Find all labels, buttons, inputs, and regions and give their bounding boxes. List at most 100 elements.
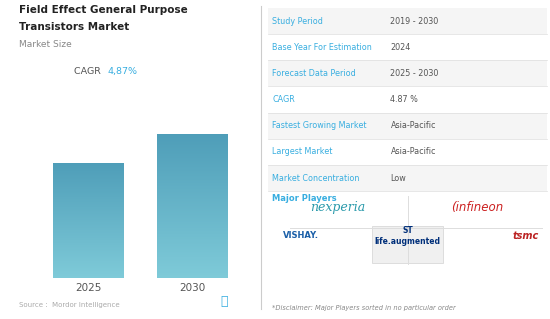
Bar (53, 205, 124, 206)
Bar (157, 191, 228, 192)
Bar (157, 165, 228, 166)
Bar (157, 175, 228, 176)
Bar (53, 195, 124, 196)
Bar (53, 236, 124, 237)
Bar (53, 261, 124, 262)
Bar (157, 189, 228, 190)
Bar (157, 135, 228, 136)
Bar (53, 164, 124, 165)
Bar (157, 248, 228, 249)
Bar (53, 249, 124, 250)
Bar (53, 258, 124, 259)
Text: 2025 - 2030: 2025 - 2030 (390, 69, 439, 78)
Bar (53, 220, 124, 221)
Text: Largest Market: Largest Market (272, 147, 333, 156)
Bar (157, 138, 228, 139)
Bar (157, 162, 228, 163)
Bar (53, 239, 124, 240)
Bar (53, 206, 124, 207)
Bar (53, 255, 124, 256)
Bar (53, 217, 124, 218)
Bar (157, 233, 228, 234)
Bar (53, 182, 124, 183)
Bar (157, 230, 228, 231)
Text: Market Concentration: Market Concentration (272, 174, 360, 182)
Bar (53, 188, 124, 189)
Bar (157, 200, 228, 201)
Bar (157, 158, 228, 159)
Bar (157, 167, 228, 168)
Bar (157, 222, 228, 223)
Bar (53, 244, 124, 245)
Bar (157, 261, 228, 262)
Bar (157, 134, 228, 135)
Bar (157, 166, 228, 167)
Bar (53, 190, 124, 191)
Bar (157, 168, 228, 169)
Bar (53, 256, 124, 257)
Bar (53, 277, 124, 278)
Bar (157, 204, 228, 205)
Bar (157, 231, 228, 232)
Bar (53, 165, 124, 166)
Text: Market Size: Market Size (19, 40, 72, 49)
Bar (157, 257, 228, 258)
Bar (53, 172, 124, 173)
Bar (157, 270, 228, 271)
Bar (157, 187, 228, 188)
Bar (157, 205, 228, 206)
Bar (53, 207, 124, 208)
Bar (53, 180, 124, 181)
Bar (53, 223, 124, 224)
Bar (53, 273, 124, 274)
Bar (53, 171, 124, 172)
Bar (157, 271, 228, 272)
Bar (157, 245, 228, 246)
Bar (157, 171, 228, 172)
Bar (157, 266, 228, 267)
Bar (53, 179, 124, 180)
Text: Forecast Data Period: Forecast Data Period (272, 69, 356, 78)
Bar (157, 223, 228, 224)
Bar (53, 168, 124, 169)
Bar (53, 166, 124, 167)
Bar (53, 267, 124, 268)
Text: (infineon: (infineon (451, 201, 504, 213)
Bar (157, 188, 228, 189)
Bar (53, 174, 124, 175)
Text: Study Period: Study Period (272, 17, 323, 26)
Bar (53, 194, 124, 195)
Bar (53, 221, 124, 222)
Bar (53, 248, 124, 249)
Bar (157, 159, 228, 160)
Bar (157, 169, 228, 170)
Bar (53, 201, 124, 202)
Bar (157, 229, 228, 230)
Bar (53, 250, 124, 251)
Bar (157, 228, 228, 229)
Bar (157, 140, 228, 141)
Bar (157, 192, 228, 193)
Bar (157, 150, 228, 151)
Bar (53, 251, 124, 252)
Bar (53, 193, 124, 194)
Bar (53, 263, 124, 264)
Bar (157, 144, 228, 145)
Bar (157, 163, 228, 164)
Bar (157, 273, 228, 274)
Bar (53, 247, 124, 248)
Bar (53, 173, 124, 174)
Bar (53, 253, 124, 254)
Bar (157, 206, 228, 207)
Bar (53, 226, 124, 227)
Bar (157, 244, 228, 245)
Bar (53, 246, 124, 247)
Text: CAGR: CAGR (74, 67, 107, 76)
Bar (157, 209, 228, 210)
Bar (53, 254, 124, 255)
Bar (157, 194, 228, 195)
Bar (53, 204, 124, 205)
Bar (53, 186, 124, 187)
Bar (157, 157, 228, 158)
Bar (53, 212, 124, 213)
